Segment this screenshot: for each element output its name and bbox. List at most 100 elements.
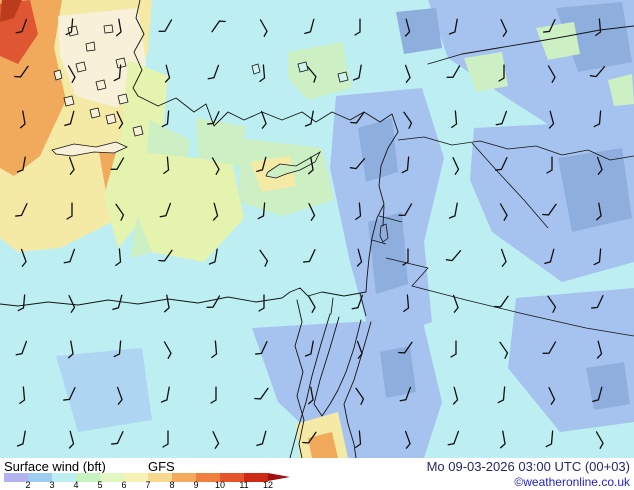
- legend-color-segment: [76, 473, 100, 482]
- island-outline: [75, 61, 87, 73]
- wind-barb: [596, 156, 603, 175]
- wind-barb: [208, 248, 218, 265]
- legend-color-segment: [124, 473, 148, 482]
- island-outline: [132, 125, 144, 137]
- wind-map: [0, 0, 634, 458]
- wind-barb: [163, 294, 170, 313]
- wind-barb: [68, 156, 75, 175]
- wind-barb: [446, 65, 461, 78]
- wind-barb: [212, 431, 220, 449]
- legend-color-segment: [196, 473, 220, 482]
- wind-barb: [162, 430, 169, 448]
- wind-speed-patch: [380, 346, 416, 398]
- wind-barb: [206, 295, 221, 308]
- wind-barb: [592, 386, 603, 403]
- wind-barb: [404, 430, 411, 449]
- wind-barb: [258, 294, 265, 312]
- wind-barb: [66, 202, 73, 220]
- legend-color-segment: [244, 473, 268, 482]
- wind-barb: [113, 64, 122, 82]
- legend-tick: 2: [25, 480, 31, 490]
- legend-tick: 9: [193, 480, 199, 490]
- wind-barb: [398, 341, 413, 354]
- wind-speed-patch: [464, 52, 508, 92]
- model-label: GFS: [148, 459, 175, 474]
- island-outline: [265, 150, 321, 179]
- wind-speed-patch: [608, 74, 634, 106]
- wind-barb: [158, 19, 173, 32]
- wind-barb: [302, 431, 317, 444]
- wind-barb: [544, 248, 555, 265]
- wind-barb: [307, 295, 316, 313]
- legend-tick: 3: [49, 480, 55, 490]
- island-outline: [67, 25, 79, 37]
- legend-color-segment: [4, 473, 28, 482]
- wind-barb: [445, 249, 462, 262]
- wind-barb: [19, 386, 26, 405]
- coastline-path: [313, 316, 362, 417]
- wind-barb: [304, 110, 314, 127]
- wind-barb: [542, 341, 557, 354]
- wind-barb: [595, 18, 602, 37]
- wind-barb: [452, 386, 459, 405]
- wind-barb: [161, 110, 170, 128]
- wind-speed-patch: [396, 8, 442, 54]
- wind-barb: [497, 386, 506, 404]
- wind-barb: [500, 19, 508, 37]
- wind-barb: [545, 430, 554, 448]
- wind-barb: [595, 202, 602, 221]
- wind-barb: [356, 340, 363, 359]
- wind-barb: [163, 341, 172, 359]
- wind-barb: [402, 248, 409, 266]
- wind-barb: [115, 203, 125, 221]
- legend-tick: 10: [214, 480, 225, 490]
- wind-speed-patch: [56, 348, 152, 432]
- wind-barb: [63, 248, 76, 264]
- wind-speed-patch: [358, 118, 398, 182]
- coastline-path: [137, 95, 399, 133]
- wind-barb: [16, 156, 26, 173]
- wind-barb: [350, 111, 365, 124]
- wind-barb: [19, 110, 26, 129]
- wind-barb: [68, 430, 75, 449]
- legend-color-segment: [52, 473, 76, 482]
- island-outline: [85, 41, 96, 52]
- wind-speed-patch: [558, 148, 632, 232]
- border-path: [359, 292, 367, 317]
- wind-barb: [589, 65, 606, 78]
- wind-barb: [547, 65, 556, 83]
- island-outline: [379, 223, 389, 243]
- wind-barb: [352, 64, 362, 81]
- coastline-path: [0, 287, 367, 307]
- island-outline: [53, 69, 63, 81]
- wind-barb: [356, 248, 363, 267]
- wind-barb: [211, 20, 226, 33]
- wind-speed-patch: [0, 0, 22, 22]
- wind-barb: [163, 156, 170, 175]
- border-path: [385, 257, 634, 337]
- border-path: [378, 215, 403, 223]
- wind-barb: [547, 295, 557, 313]
- wind-barb: [398, 203, 413, 216]
- legend-color-segment: [172, 473, 196, 482]
- wind-barb: [307, 386, 314, 405]
- legend-tick: 4: [73, 480, 79, 490]
- wind-barb: [403, 294, 410, 313]
- wind-barb: [596, 340, 603, 359]
- island-outline: [117, 93, 129, 105]
- wind-barb: [548, 110, 555, 129]
- wind-barb: [403, 111, 413, 129]
- wind-speed-patch: [586, 362, 630, 410]
- legend-color-segment: [148, 473, 172, 482]
- wind-speed-patch: [26, 66, 58, 106]
- copyright: ©weatheronline.co.uk: [514, 475, 630, 489]
- wind-barb: [20, 248, 27, 267]
- wind-barb: [452, 157, 460, 175]
- island-outline: [105, 113, 117, 125]
- wind-barb: [67, 65, 76, 83]
- legend-color-segment: [100, 473, 124, 482]
- wind-map-svg: [0, 0, 634, 458]
- coastline-path: [294, 299, 305, 458]
- wind-barb: [259, 19, 268, 37]
